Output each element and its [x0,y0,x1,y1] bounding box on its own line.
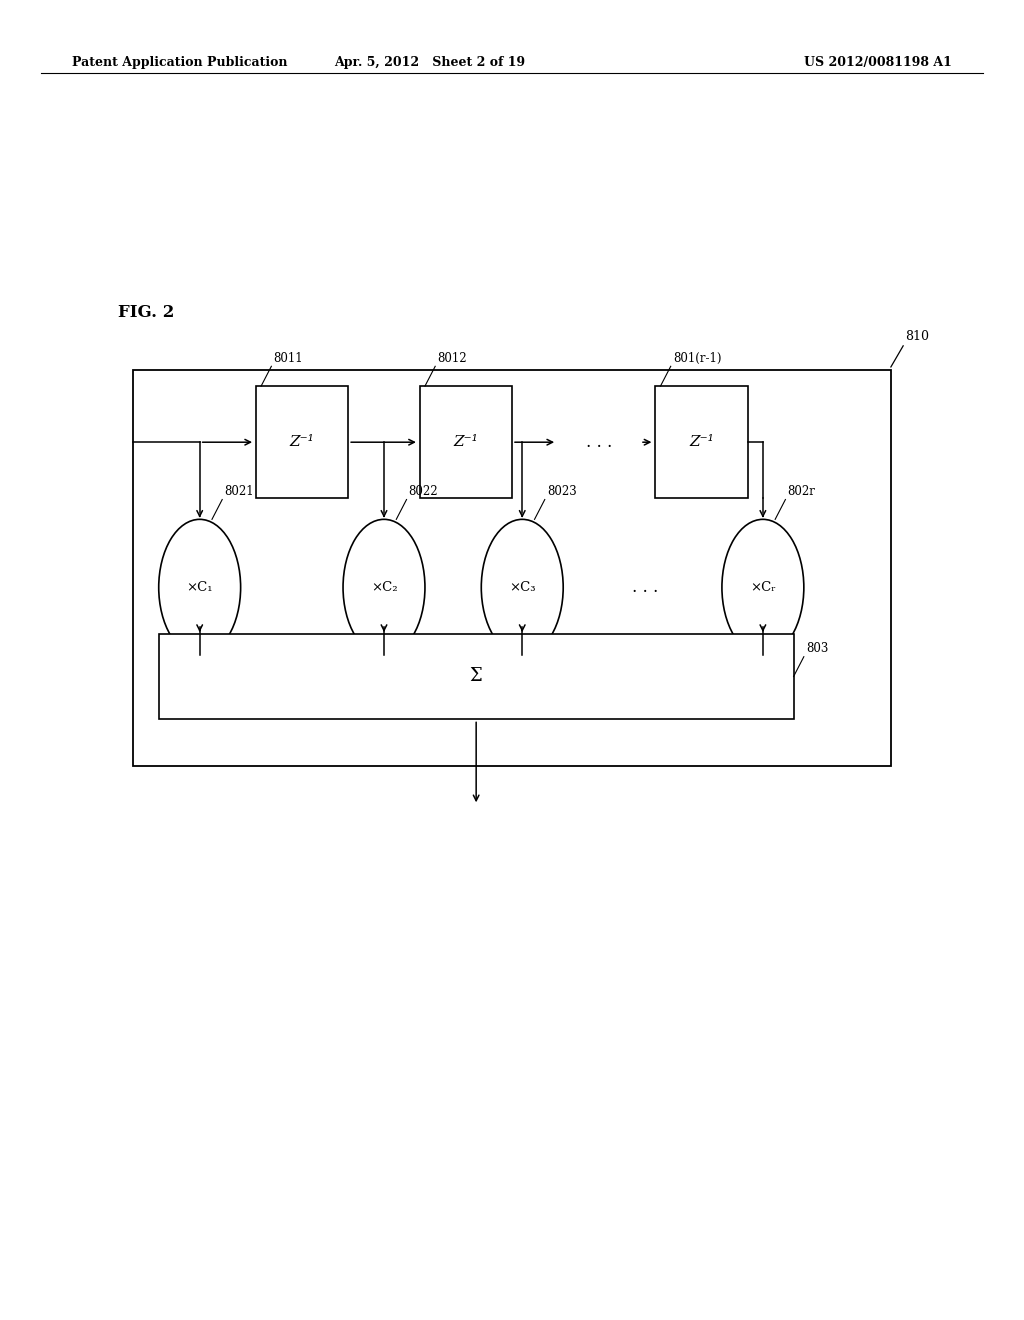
Text: 8012: 8012 [437,352,467,364]
Text: 810: 810 [905,330,929,343]
Text: 8023: 8023 [547,486,577,498]
Text: Σ: Σ [470,668,482,685]
Bar [256,385,348,498]
Ellipse shape [343,519,425,656]
Text: FIG. 2: FIG. 2 [118,304,174,321]
Text: Patent Application Publication: Patent Application Publication [72,55,287,69]
Bar [420,385,512,498]
Text: 803: 803 [806,643,828,655]
Text: ×C₃: ×C₃ [509,581,536,594]
Text: US 2012/0081198 A1: US 2012/0081198 A1 [805,55,952,69]
Ellipse shape [722,519,804,656]
Ellipse shape [481,519,563,656]
Text: 8022: 8022 [409,486,438,498]
Text: ×C₂: ×C₂ [371,581,397,594]
Text: Z⁻¹: Z⁻¹ [689,436,714,449]
Text: ×C₁: ×C₁ [186,581,213,594]
Text: . . .: . . . [586,434,612,450]
Text: Z⁻¹: Z⁻¹ [454,436,478,449]
Text: . . .: . . . [632,579,658,595]
Text: 802r: 802r [787,486,815,498]
Text: Z⁻¹: Z⁻¹ [290,436,314,449]
Bar [159,634,794,719]
Text: 8011: 8011 [273,352,303,364]
Text: Apr. 5, 2012   Sheet 2 of 19: Apr. 5, 2012 Sheet 2 of 19 [335,55,525,69]
Bar [133,370,891,766]
Bar [655,385,748,498]
Text: 8021: 8021 [224,486,254,498]
Text: 801(r-1): 801(r-1) [673,352,721,364]
Ellipse shape [159,519,241,656]
Text: ×Cᵣ: ×Cᵣ [750,581,776,594]
